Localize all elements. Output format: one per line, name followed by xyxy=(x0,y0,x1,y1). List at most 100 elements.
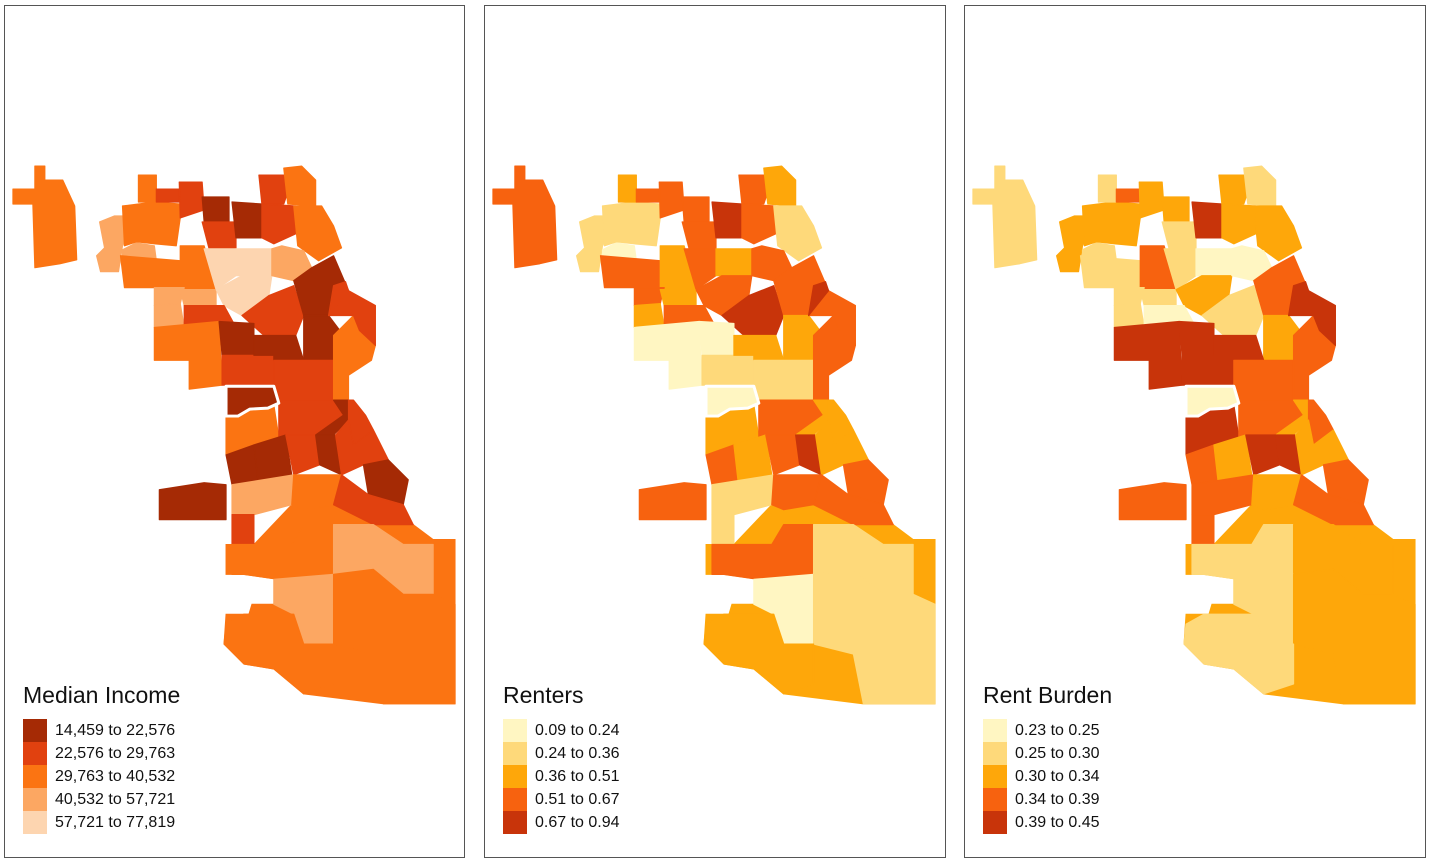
legend-item: 29,763 to 40,532 xyxy=(23,765,180,788)
community-area-region xyxy=(1161,221,1197,250)
community-area-region xyxy=(258,174,289,205)
community-area-region xyxy=(334,419,389,476)
median-income-map-panel: Median Income 14,459 to 22,576 22,576 to … xyxy=(4,5,465,858)
community-area-region xyxy=(681,196,710,223)
legend-swatch xyxy=(983,742,1007,765)
community-area-region xyxy=(231,474,295,516)
community-area-region xyxy=(1181,354,1235,386)
community-area-region xyxy=(218,320,255,356)
rent-burden-choropleth xyxy=(972,165,1416,705)
community-area-region xyxy=(1253,205,1303,262)
community-area-region xyxy=(711,514,735,546)
community-area-region xyxy=(741,203,777,245)
legend-label: 57,721 to 77,819 xyxy=(55,813,176,831)
community-area-region xyxy=(701,354,755,386)
community-area-region xyxy=(763,165,797,207)
community-area-region xyxy=(1183,613,1295,695)
community-area-region xyxy=(1191,514,1215,546)
legend-item: 0.36 to 0.51 xyxy=(503,765,620,788)
community-area-region xyxy=(1118,482,1187,521)
community-area-region xyxy=(293,205,343,262)
community-area-region xyxy=(658,181,685,219)
community-area-region xyxy=(153,320,223,390)
community-area-region xyxy=(711,201,743,239)
community-area-region xyxy=(1251,474,1303,511)
community-area-region xyxy=(638,482,707,521)
community-area-region xyxy=(12,165,78,269)
community-area-region xyxy=(601,201,661,247)
community-area-region xyxy=(155,188,180,203)
community-area-region xyxy=(231,514,255,546)
community-area-region xyxy=(659,289,697,307)
community-area-region xyxy=(814,419,869,476)
community-area-region xyxy=(327,281,350,317)
community-area-region xyxy=(273,359,335,401)
legend-swatch xyxy=(983,765,1007,788)
community-area-region xyxy=(681,221,717,250)
legend-label: 0.36 to 0.51 xyxy=(535,767,620,785)
legend-swatch xyxy=(23,788,47,811)
renters-map-panel: Renters 0.09 to 0.24 0.24 to 0.36 0.36 to … xyxy=(484,5,946,858)
renters-legend: Renters 0.09 to 0.24 0.24 to 0.36 0.36 to … xyxy=(503,682,620,834)
legend-label: 29,763 to 40,532 xyxy=(55,767,176,785)
community-area-region xyxy=(842,459,889,506)
legend-swatch xyxy=(503,765,527,788)
community-area-region xyxy=(137,174,157,203)
community-area-region xyxy=(1079,255,1141,289)
community-area-region xyxy=(1138,181,1165,219)
legend-item: 0.51 to 0.67 xyxy=(503,788,620,811)
legend-swatch xyxy=(23,765,47,788)
legend-item: 0.09 to 0.24 xyxy=(503,719,620,742)
community-area-region xyxy=(201,221,237,250)
community-area-region xyxy=(599,255,661,289)
legend-label: 14,459 to 22,576 xyxy=(55,721,176,739)
legend-swatch xyxy=(983,719,1007,742)
community-area-region xyxy=(1221,203,1257,245)
community-area-region xyxy=(1139,289,1177,307)
community-area-region xyxy=(1081,201,1141,247)
community-area-region xyxy=(1292,474,1374,526)
rent-burden-map-panel: Rent Burden 0.23 to 0.25 0.25 to 0.30 0.30… xyxy=(964,5,1426,858)
highlighted-region-outline xyxy=(704,384,761,418)
legend-swatch xyxy=(503,788,527,811)
legend-label: 0.51 to 0.67 xyxy=(535,790,620,808)
legend-swatch xyxy=(503,719,527,742)
community-area-region xyxy=(1113,302,1145,329)
community-area-region xyxy=(231,201,263,239)
community-area-region xyxy=(121,201,181,247)
community-area-region xyxy=(1292,568,1416,705)
renters-choropleth xyxy=(492,165,936,705)
community-area-region xyxy=(261,203,297,245)
legend-item: 40,532 to 57,721 xyxy=(23,788,180,811)
legend-label: 0.25 to 0.30 xyxy=(1015,744,1100,762)
community-area-region xyxy=(807,281,830,317)
community-area-region xyxy=(1178,320,1215,356)
community-area-region xyxy=(332,474,414,526)
community-area-region xyxy=(362,459,409,506)
community-area-region xyxy=(291,474,343,511)
legend-title: Median Income xyxy=(23,682,181,708)
community-area-region xyxy=(1191,474,1255,516)
community-area-region xyxy=(617,174,637,203)
legend-item: 0.39 to 0.45 xyxy=(983,811,1112,834)
median-income-legend: Median Income 14,459 to 22,576 22,576 to … xyxy=(23,682,180,834)
legend-swatch xyxy=(983,811,1007,834)
legend-swatch xyxy=(983,788,1007,811)
community-area-region xyxy=(633,320,703,390)
legend-label: 40,532 to 57,721 xyxy=(55,790,176,808)
community-area-region xyxy=(1294,419,1349,476)
community-area-region xyxy=(773,205,823,262)
legend-label: 0.39 to 0.45 xyxy=(1015,813,1100,831)
community-area-region xyxy=(179,289,217,307)
legend-label: 22,576 to 29,763 xyxy=(55,744,176,762)
legend-item: 14,459 to 22,576 xyxy=(23,719,180,742)
legend-swatch xyxy=(23,742,47,765)
community-area-region xyxy=(492,165,558,269)
legend-title: Rent Burden xyxy=(983,682,1113,708)
community-area-region xyxy=(812,568,936,705)
community-area-region xyxy=(635,188,660,203)
community-area-region xyxy=(633,287,665,307)
community-area-region xyxy=(223,613,335,695)
community-area-region xyxy=(703,613,815,695)
legend-label: 0.09 to 0.24 xyxy=(535,721,620,739)
